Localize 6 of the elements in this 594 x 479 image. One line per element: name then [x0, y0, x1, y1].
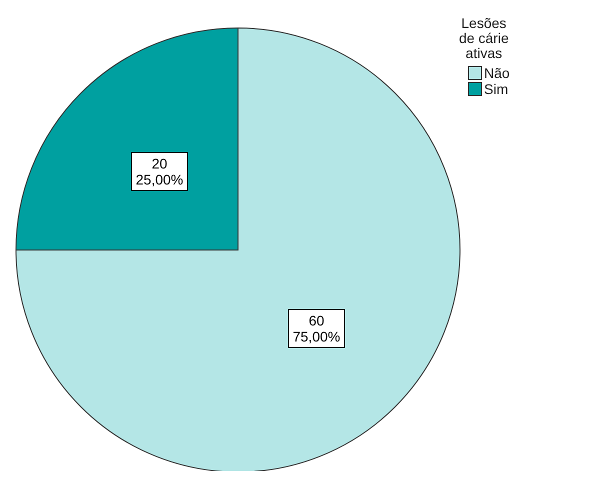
data-label: 20 25,00%	[136, 156, 184, 188]
data-label: 60 75,00%	[292, 312, 340, 344]
legend-title: Lesões de cárie ativas	[458, 15, 510, 61]
legend-label: Sim	[484, 81, 508, 97]
pie-slice	[16, 28, 460, 471]
legend-label: Não	[484, 65, 510, 81]
